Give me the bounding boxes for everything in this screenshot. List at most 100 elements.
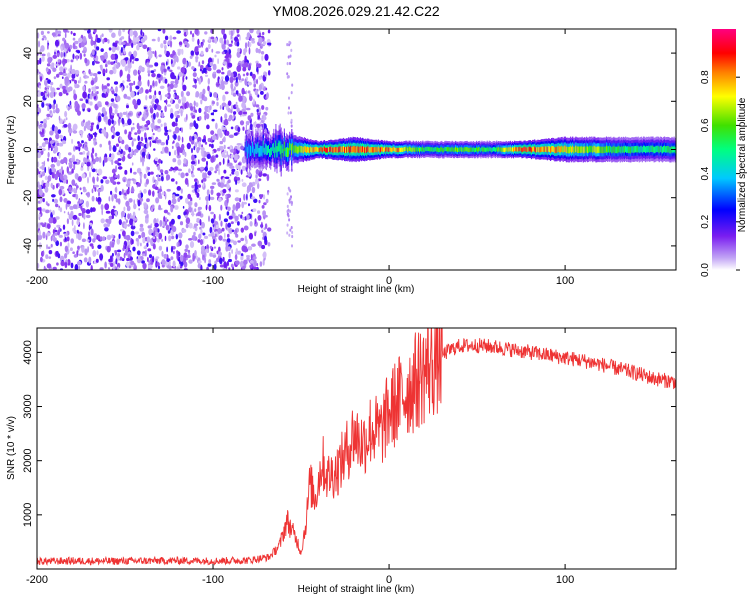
spectrogram-noise-cell xyxy=(207,85,210,92)
spectrogram-noise-cell xyxy=(99,143,102,148)
spectrogram-band-cell xyxy=(320,147,322,152)
spectrogram-noise-cell xyxy=(229,173,232,177)
spectrogram-band-cell xyxy=(477,147,479,153)
spectrogram-noise-cell xyxy=(169,69,173,73)
spectrogram-band-cell xyxy=(511,147,514,152)
spectrogram-noise-cell xyxy=(137,182,141,187)
spectrogram-noise-cell xyxy=(232,92,237,97)
spectrogram-noise-cell xyxy=(66,105,69,109)
spectrogram-noise-cell xyxy=(241,182,247,187)
spectrogram-noise-cell xyxy=(49,209,52,213)
spectrogram-noise-cell xyxy=(72,37,76,41)
spectrogram-band-cell xyxy=(532,146,534,152)
spectrogram-noise-cell xyxy=(40,121,44,124)
spectrogram-noise-cell xyxy=(85,214,91,219)
spectrogram-band-cell xyxy=(317,147,319,152)
spectrogram-noise-cell xyxy=(229,239,235,243)
spectrogram-band-cell xyxy=(397,147,400,153)
spectrogram-noise-cell xyxy=(70,31,73,35)
spectrogram-y-tick-label: 20 xyxy=(22,95,34,107)
spectrogram-noise-cell xyxy=(265,198,269,204)
spectrogram-noise-cell xyxy=(156,237,160,243)
spectrogram-noise-cell xyxy=(193,146,196,151)
spectrogram-band-cell xyxy=(372,147,374,153)
spectrogram-band-cell xyxy=(607,146,609,153)
spectrogram-noise-cell xyxy=(245,107,251,111)
spectrogram-noise-cell xyxy=(197,206,202,210)
spectrogram-noise-cell xyxy=(108,218,112,225)
spectrogram-noise-cell xyxy=(81,50,87,54)
spectrogram-noise-cell xyxy=(118,191,122,196)
spectrogram-noise-cell xyxy=(140,142,145,147)
spectrogram-band-cell xyxy=(443,148,445,153)
spectrogram-band-cell xyxy=(459,147,461,152)
spectrogram-noise-cell xyxy=(216,69,222,74)
spectrogram-noise-cell xyxy=(228,134,234,138)
spectrogram-band-cell xyxy=(304,146,307,153)
spectrogram-noise-cell xyxy=(80,133,83,138)
spectrogram-noise-cell xyxy=(69,247,73,251)
spectrogram-noise-cell xyxy=(172,140,175,144)
spectrogram-band-cell xyxy=(632,146,634,153)
spectrogram-noise-cell xyxy=(179,254,184,262)
spectrogram-noise-cell xyxy=(150,239,154,245)
spectrogram-noise-cell xyxy=(221,71,225,75)
spectrogram-band-cell xyxy=(660,146,663,153)
spectrogram-band-cell xyxy=(669,146,671,154)
spectrogram-noise-cell xyxy=(120,36,123,40)
spectrogram-noise-cell xyxy=(253,79,256,85)
spectrogram-noise-cell xyxy=(291,244,293,248)
spectrogram-noise-cell xyxy=(171,145,174,149)
spectrogram-noise-cell xyxy=(100,218,105,224)
spectrogram-noise-cell xyxy=(188,259,193,264)
spectrogram-band-cell xyxy=(488,146,490,151)
spectrogram-noise-cell xyxy=(253,83,256,88)
spectrogram-noise-cell xyxy=(66,218,69,225)
spectrogram-noise-cell xyxy=(242,216,245,221)
spectrogram-noise-cell xyxy=(133,262,136,269)
spectrogram-noise-cell xyxy=(46,263,52,269)
spectrogram-band-cell xyxy=(376,147,378,153)
spectrogram-noise-cell xyxy=(83,53,86,57)
spectrogram-noise-cell xyxy=(101,83,104,91)
spectrogram-noise-cell xyxy=(204,248,209,253)
spectrogram-noise-cell xyxy=(85,192,90,196)
spectrogram-band-cell xyxy=(518,147,520,152)
spectrogram-noise-cell xyxy=(133,151,137,156)
spectrogram-band-cell xyxy=(464,147,466,152)
spectrogram-noise-cell xyxy=(182,57,187,65)
spectrogram-noise-cell xyxy=(68,186,72,192)
spectrogram-noise-cell xyxy=(182,103,185,110)
spectrogram-noise-cell xyxy=(155,180,159,186)
spectrogram-band-cell xyxy=(614,146,616,154)
spectrogram-noise-cell xyxy=(223,33,227,40)
spectrogram-noise-cell xyxy=(163,68,167,73)
spectrogram-noise-cell xyxy=(153,218,157,225)
spectrogram-band-cell xyxy=(486,146,488,151)
spectrogram-noise-cell xyxy=(182,84,187,92)
spectrogram-noise-cell xyxy=(246,72,249,76)
spectrogram-band-cell xyxy=(492,147,495,152)
spectrogram-noise-cell xyxy=(253,198,258,203)
spectrogram-noise-cell xyxy=(168,151,171,156)
spectrogram-noise-cell xyxy=(37,161,40,168)
spectrogram-noise-cell xyxy=(164,146,169,153)
spectrogram-band-cell xyxy=(251,147,253,156)
spectrogram-noise-cell xyxy=(200,99,203,105)
spectrogram-noise-cell xyxy=(200,65,204,70)
spectrogram-band-cell xyxy=(450,147,452,152)
spectrogram-noise-cell xyxy=(227,246,231,251)
spectrogram-noise-cell xyxy=(190,112,194,116)
spectrogram-noise-cell xyxy=(105,210,111,214)
spectrogram-noise-cell xyxy=(117,158,122,162)
spectrogram-noise-cell xyxy=(228,43,233,47)
spectrogram-noise-cell xyxy=(150,70,155,74)
spectrogram-noise-cell xyxy=(230,30,234,35)
spectrogram-noise-cell xyxy=(177,135,181,142)
spectrogram-band-cell xyxy=(602,146,604,154)
spectrogram-band-cell xyxy=(555,146,557,153)
spectrogram-noise-cell xyxy=(206,124,210,130)
spectrogram-noise-cell xyxy=(173,59,177,64)
spectrogram-band-cell xyxy=(390,147,392,153)
spectrogram-band-cell xyxy=(546,146,548,153)
